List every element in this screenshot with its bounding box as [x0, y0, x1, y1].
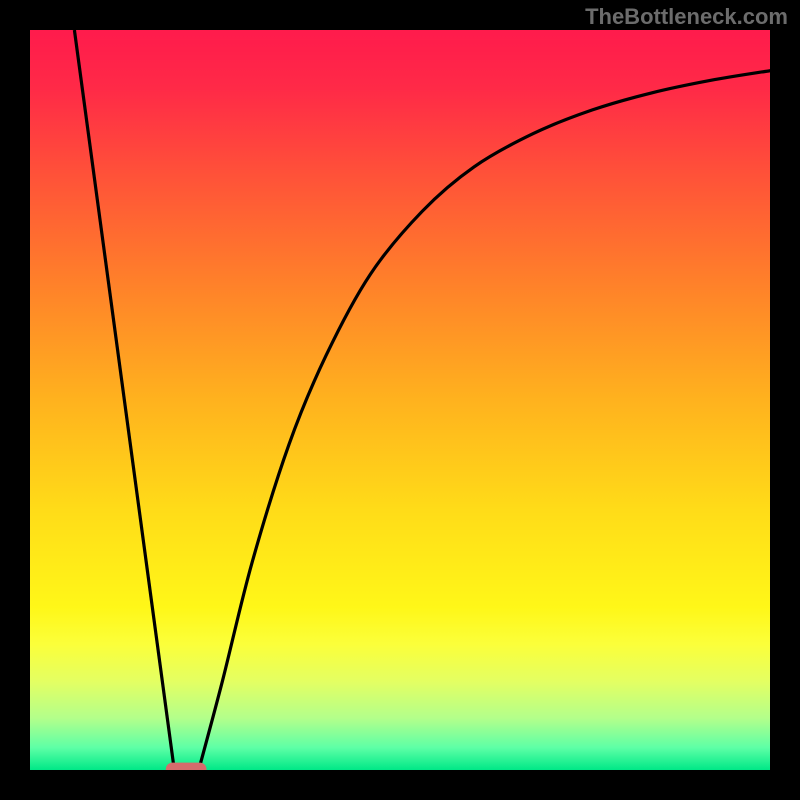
- watermark-text: TheBottleneck.com: [585, 4, 788, 30]
- chart-plot-area: [30, 30, 770, 770]
- chart-svg: [0, 0, 800, 800]
- chart-container: TheBottleneck.com: [0, 0, 800, 800]
